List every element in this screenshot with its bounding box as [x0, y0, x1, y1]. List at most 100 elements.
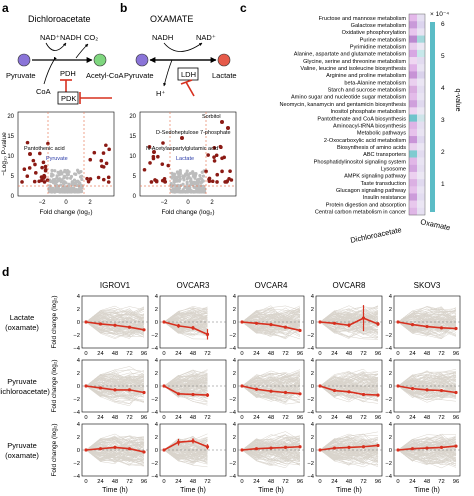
volcano-point-sig [88, 157, 93, 162]
d-ytick: −4 [307, 410, 314, 416]
heat-cell-dca [409, 186, 417, 194]
d-xtick: 24 [253, 479, 260, 485]
d-ytick: 4 [389, 294, 393, 300]
mean-point [162, 384, 166, 388]
volcano-a-ytick-3: 15 [7, 134, 14, 140]
d-ytick: 2 [311, 435, 314, 441]
volcano-point-ns [193, 176, 197, 180]
volcano-point-ns [198, 174, 202, 178]
row-label-metabolite: Pyruvate [7, 377, 37, 386]
volcano-point-ns [169, 184, 173, 189]
pathway-label: Glucagon signaling pathway [336, 188, 406, 194]
volcano-point-sig [156, 154, 160, 159]
volcano-point-ns [50, 187, 54, 191]
volcano-point-ns [173, 190, 177, 194]
d-xtick: 48 [112, 415, 118, 421]
heat-cell-oxa [417, 114, 425, 122]
q-value-tick-6: 6 [441, 21, 445, 28]
volcano-point-sig [37, 179, 41, 184]
d-xtick: 24 [331, 415, 338, 421]
heat-cell-oxa [417, 35, 425, 43]
d-ytick: 4 [311, 422, 315, 428]
volcano-a-xtick-1: 0 [64, 200, 68, 206]
volcano-point-sig [41, 160, 46, 165]
mean-point [318, 320, 322, 324]
volcano-point-ns [185, 182, 189, 186]
d-xtick: 24 [175, 479, 182, 485]
row-label-drug: (oxamate) [5, 323, 39, 332]
d-ytick: 0 [77, 384, 80, 390]
mean-point [347, 390, 351, 394]
volcano-point-ns [72, 178, 77, 182]
heat-cell-dca [409, 35, 417, 43]
d-xtick: 72 [126, 415, 132, 421]
volcano-point-ns [170, 175, 174, 179]
q-value-tick-5: 5 [441, 53, 445, 60]
mean-point [84, 320, 88, 324]
timecourse-subplot: 4 2 0 −2 −4 0 24 48 72 96 [73, 358, 149, 421]
timecourse-subplot: 4 2 0 −2 −4 0 24 48 72 96 [385, 294, 461, 357]
mean-point [425, 388, 429, 392]
mean-point [240, 448, 244, 452]
mean-point [361, 445, 366, 449]
volcano-point-ns [54, 180, 58, 184]
heat-cell-oxa [417, 85, 425, 94]
volcano-point-ns [199, 187, 203, 191]
heat-cell-dca [409, 143, 417, 151]
d-ytick: −4 [73, 346, 80, 352]
panel-b-title: OXAMATE [150, 14, 193, 24]
mean-point [454, 390, 458, 395]
volcano-point-ns [80, 174, 84, 178]
panel-a-co2: CO₂ [84, 33, 98, 42]
volcano-point-ns [194, 186, 198, 190]
volcano-point-sig [163, 180, 167, 184]
volcano-point-sig [42, 180, 47, 184]
mean-point [347, 445, 351, 449]
mean-point [410, 323, 415, 327]
cell-line-header: SKOV3 [414, 281, 441, 290]
d-ytick: 0 [77, 448, 80, 454]
pathway-label: ABC transporters [363, 152, 406, 158]
d-xtick: 72 [204, 479, 210, 485]
timecourse-subplot: 4 2 0 −2 −4 0 24 48 72 [151, 294, 227, 357]
d-ytick: −4 [307, 474, 314, 480]
d-xlabel: Time (h) [258, 487, 284, 494]
pathway-label: Phosphatidylinositol signaling system [314, 159, 407, 165]
d-ytick: 0 [155, 384, 158, 390]
volcano-point-sig [210, 179, 215, 184]
pathway-label: Insulin resistance [363, 195, 406, 201]
timecourse-subplot: 4 2 0 −2 −4 0 24 48 72 96 [385, 358, 461, 421]
mean-point [396, 384, 400, 388]
volcano-point-sig [107, 147, 111, 152]
volcano-point-ns [51, 173, 55, 177]
mean-point [162, 320, 166, 324]
d-xtick: 24 [97, 479, 104, 485]
d-xtick: 72 [126, 479, 132, 485]
d-xtick: 24 [409, 479, 416, 485]
heat-cell-dca [409, 78, 417, 86]
d-ytick: 2 [77, 371, 80, 377]
heat-cell-dca [409, 49, 417, 58]
row-label-metabolite: Pyruvate [7, 441, 37, 450]
volcano-point-sig [45, 178, 50, 182]
pathway-label: Oxidative phosphorylation [342, 30, 406, 36]
d-xtick: 48 [424, 351, 430, 357]
mean-point [84, 384, 88, 388]
pathway-label: Galactose metabolism [351, 23, 407, 29]
d-xtick: 24 [97, 351, 104, 357]
heat-cell-dca [409, 193, 417, 201]
pdk-box [57, 91, 79, 105]
d-ytick: −2 [73, 461, 80, 467]
volcano-point-ns [195, 182, 199, 186]
d-xtick: 96 [453, 479, 459, 485]
volcano-point-ns [77, 171, 81, 175]
row-ylabel: Fold change (log₂) [51, 423, 58, 476]
heat-cell-dca [409, 150, 417, 158]
volcano-point-ns [174, 186, 178, 190]
volcano-b-label-naag: N-Acetylaspartylglutamic acid [146, 146, 218, 152]
volcano-b-label-sorbitol: Sorbitol [202, 114, 221, 120]
d-ytick: 2 [389, 435, 392, 441]
volcano-a: Pantothenic acid Pyruvate 0 5 10 15 20 −… [1, 111, 115, 216]
mean-point [176, 440, 181, 444]
